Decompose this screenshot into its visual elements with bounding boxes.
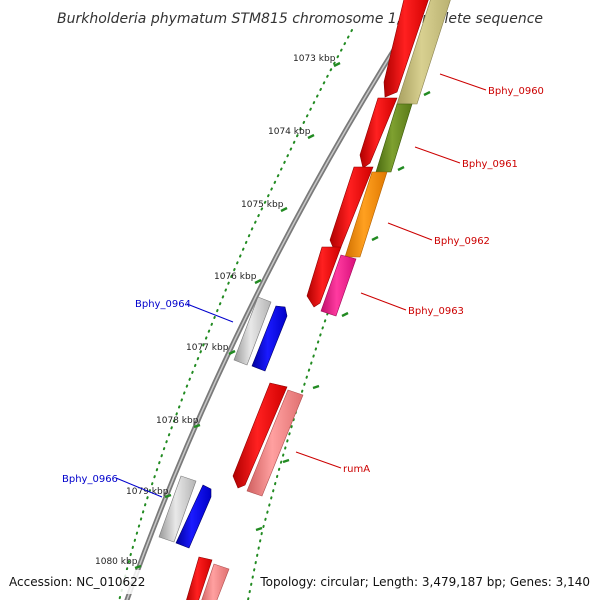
gene-arrow — [186, 556, 213, 600]
tick-label: 1079 kbp — [126, 487, 169, 497]
topology-summary: Topology: circular; Length: 3,479,187 bp… — [259, 575, 590, 589]
cog-bar — [158, 475, 197, 543]
gene-label-bphy-0962[interactable]: Bphy_0962 — [434, 236, 490, 247]
gene-arrow — [359, 97, 398, 169]
gene-arrow — [232, 382, 288, 489]
accession-text: Accession: NC_010622 — [9, 575, 145, 589]
gene-label-bphy-0961[interactable]: Bphy_0961 — [462, 159, 518, 170]
tick-label: 1080 kbp — [95, 557, 138, 567]
gene-label-bphy-0960[interactable]: Bphy_0960 — [488, 86, 544, 97]
map-title: Burkholderia phymatum STM815 chromosome … — [57, 11, 543, 27]
cog-bar — [246, 389, 304, 497]
gene-rumA[interactable] — [232, 382, 304, 497]
gene-label-rumA[interactable]: rumA — [343, 464, 370, 475]
gene-arrow — [251, 305, 288, 372]
cog-bar — [201, 563, 230, 600]
gene-label-bphy-0966[interactable]: Bphy_0966 — [62, 474, 118, 485]
tick-label: 1077 kbp — [186, 343, 229, 353]
gene-bottom[interactable] — [185, 556, 230, 600]
cog-bar — [233, 296, 272, 366]
cog-bar — [320, 254, 357, 317]
gene-arrow — [306, 246, 342, 308]
gene-arrow — [383, 0, 429, 98]
footer-backdrop — [255, 570, 595, 594]
tick-label: 1076 kbp — [214, 272, 257, 282]
cog-bar — [396, 0, 451, 105]
gene-bphy-0966[interactable] — [158, 475, 212, 549]
label-leaders — [115, 73, 487, 498]
ruler-dotted-track — [118, 29, 353, 600]
gene-bphy-0960[interactable] — [383, 0, 452, 105]
gene-label-bphy-0964[interactable]: Bphy_0964 — [135, 299, 191, 310]
gene-bphy-0961[interactable] — [359, 97, 413, 173]
cog-bar — [344, 171, 388, 258]
gene-bphy-0963[interactable] — [306, 246, 357, 317]
tick-label: 1073 kbp — [293, 54, 336, 64]
cog-bar — [375, 103, 413, 173]
genome-backbone-highlight — [126, 0, 427, 600]
tick-label: 1078 kbp — [156, 416, 199, 426]
gene-bphy-0962[interactable] — [329, 166, 388, 258]
gene-bphy-0964[interactable] — [233, 296, 288, 372]
tick-label: 1074 kbp — [268, 127, 311, 137]
gene-label-bphy-0963[interactable]: Bphy_0963 — [408, 306, 464, 317]
ruler-ticks — [134, 61, 431, 570]
tick-label: 1075 kbp — [241, 200, 284, 210]
gene-arrow — [175, 484, 212, 549]
footer-backdrop — [0, 570, 160, 594]
